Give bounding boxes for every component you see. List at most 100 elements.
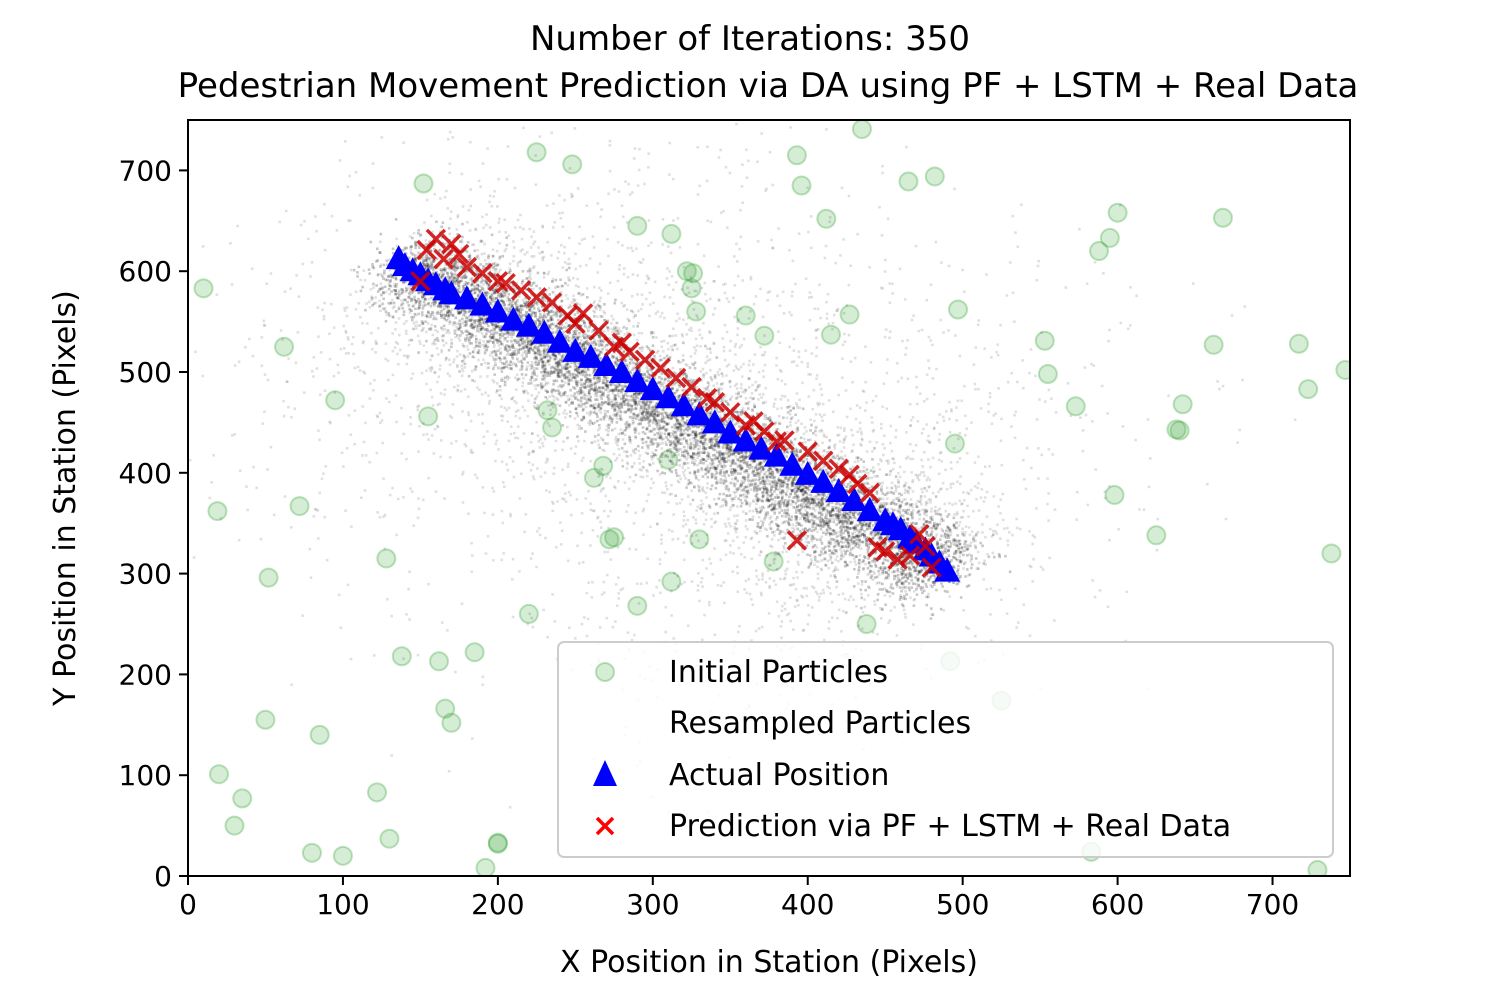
resampled-particle [464,323,468,327]
resampled-particle [902,608,906,612]
resampled-particle [694,459,697,462]
resampled-particle [481,288,485,291]
resampled-particle [541,296,545,299]
resampled-particle [985,490,989,494]
resampled-particle [955,544,959,547]
resampled-particle [772,465,775,469]
resampled-particle [964,575,967,578]
resampled-particle [657,349,660,353]
resampled-particle [667,422,670,425]
resampled-particle [613,325,616,329]
initial-particle [441,712,462,733]
resampled-particle [495,288,498,292]
resampled-particle [735,519,739,522]
resampled-particle [861,568,865,571]
resampled-particle [586,373,590,377]
resampled-particle [725,501,729,505]
resampled-particle [504,337,507,340]
resampled-particle [483,259,487,262]
resampled-particle [582,320,586,323]
resampled-particle [994,530,997,533]
resampled-particle [956,569,959,573]
resampled-particle [838,510,841,514]
resampled-particle [693,424,697,428]
resampled-particle [979,496,983,499]
resampled-particle [558,391,562,395]
resampled-particle [780,514,784,518]
resampled-particle [581,385,585,389]
resampled-particle [518,260,521,264]
resampled-particle [685,419,689,422]
resampled-particle [805,510,809,514]
resampled-particle [759,510,762,513]
resampled-particle [834,506,838,509]
resampled-particle [545,354,549,357]
resampled-particle [404,252,408,255]
resampled-particle [612,404,615,407]
resampled-particle [567,379,571,383]
resampled-particle [455,325,458,329]
resampled-particle [938,523,941,526]
resampled-particle [756,458,760,462]
resampled-particle [912,552,916,556]
resampled-particle [596,439,600,442]
resampled-particle [387,282,391,286]
resampled-particle [655,407,659,410]
resampled-particle [873,599,876,603]
resampled-particle [407,304,411,307]
resampled-particle [910,471,913,474]
resampled-particle [819,550,823,553]
resampled-particle [441,252,444,255]
resampled-particle [904,554,908,558]
resampled-particle [503,376,507,380]
resampled-particle [730,442,733,446]
resampled-particle [680,433,684,437]
resampled-particle [848,535,851,538]
resampled-particle [771,507,775,510]
resampled-particle [650,440,654,444]
resampled-particle [475,287,479,291]
resampled-particle [630,404,634,408]
resampled-particle [456,288,460,292]
resampled-particle [871,458,874,461]
resampled-particle [598,350,602,354]
resampled-particle [633,392,636,396]
resampled-particle [880,505,884,508]
resampled-particle [365,302,368,305]
initial-particle [944,433,965,454]
resampled-particle [725,445,729,449]
resampled-particle [880,536,884,540]
resampled-particle [487,283,491,287]
resampled-particle [774,483,778,486]
resampled-particle [848,522,851,526]
resampled-particle [761,393,765,396]
resampled-particle [617,447,621,451]
resampled-particle [617,437,620,441]
resampled-particle [617,359,620,363]
resampled-particle [689,446,693,449]
resampled-particle [485,213,488,216]
resampled-particle [860,540,864,544]
resampled-particle [804,504,808,507]
resampled-particle [508,308,512,312]
resampled-particle [703,434,706,438]
resampled-particle [674,437,678,441]
resampled-particle [876,531,880,535]
resampled-particle [478,388,481,392]
resampled-particle [699,436,702,439]
resampled-particle [550,356,553,360]
resampled-particle [532,405,536,408]
resampled-particle [808,564,811,568]
resampled-particle [520,280,524,284]
resampled-particle [716,456,720,460]
resampled-particle [547,345,551,349]
resampled-particle [581,370,584,374]
resampled-particle [769,472,772,476]
resampled-particle [770,508,773,511]
resampled-particle [433,266,436,270]
resampled-particle [600,351,603,354]
resampled-particle [562,391,566,395]
resampled-particle [721,465,724,469]
resampled-particle [717,459,721,463]
resampled-particle [455,355,459,358]
